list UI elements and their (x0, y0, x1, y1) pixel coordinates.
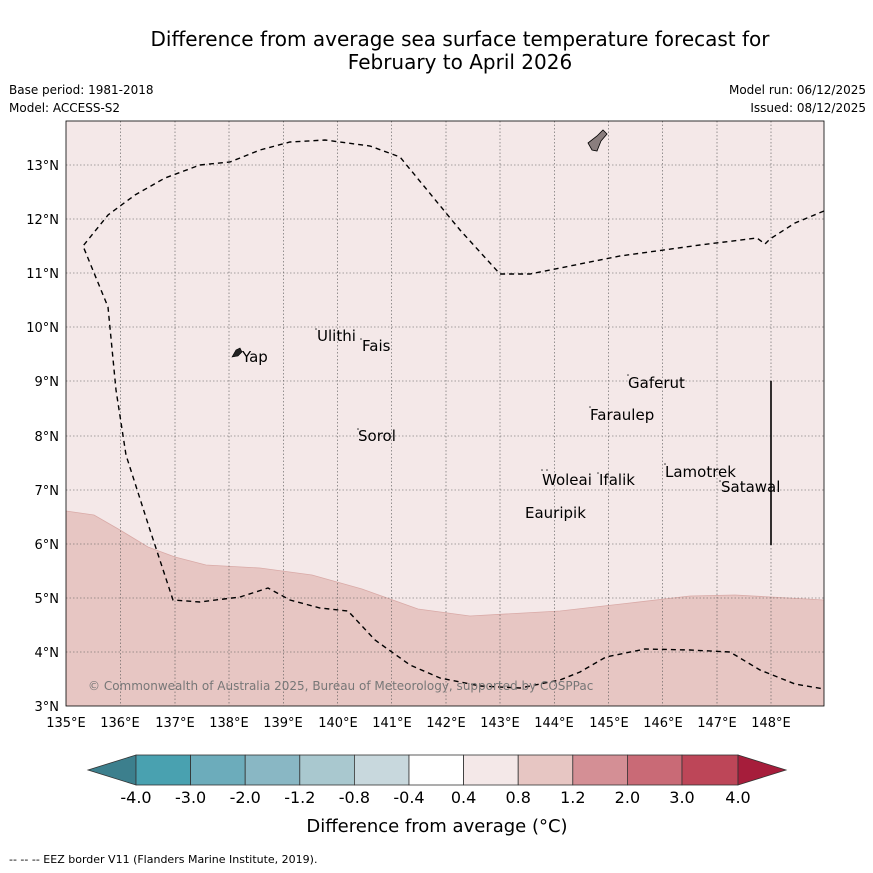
place-label-fais: Fais (362, 337, 391, 355)
lon-label: 146°E (643, 716, 683, 731)
place-label-ulithi: Ulithi (317, 327, 356, 345)
lon-label: 141°E (372, 716, 412, 731)
place-label-ifalik: Ifalik (599, 471, 635, 489)
colorbar-axis-label: Difference from average (°C) (306, 816, 567, 837)
colorbar-swatch (408, 754, 464, 786)
colorbar-tick-label: -0.4 (393, 788, 424, 807)
colorbar-tick-label: -2.0 (230, 788, 261, 807)
colorbar (86, 754, 788, 786)
colorbar-swatch (135, 754, 191, 786)
colorbar-tick-label: -4.0 (120, 788, 151, 807)
place-label-satawal: Satawal (721, 478, 780, 496)
place-label-woleai: Woleai (542, 471, 592, 489)
colorbar-swatch (517, 754, 574, 786)
colorbar-swatch (463, 754, 519, 786)
colorbar-tick-label: -1.2 (284, 788, 315, 807)
lon-label: 143°E (480, 716, 520, 731)
colorbar-labels: -4.0 -3.0 -2.0 -1.2 -0.8 -0.4 0.4 0.8 1.… (120, 788, 750, 807)
place-label-sorol: Sorol (358, 427, 396, 445)
place-label-lamotrek: Lamotrek (665, 463, 736, 481)
colorbar-swatch (353, 754, 410, 786)
colorbar-swatch (572, 754, 628, 786)
guam-island-shape (587, 129, 608, 152)
colorbar-tick-label: 0.4 (451, 788, 476, 807)
place-label-yap: Yap (241, 348, 268, 366)
colorbar-swatch (299, 754, 355, 786)
colorbar-swatch (627, 754, 683, 786)
lat-label: 13°N (26, 159, 59, 174)
eez-footnote: -- -- -- EEZ border V11 (Flanders Marine… (9, 853, 318, 866)
lat-label: 12°N (26, 213, 59, 228)
meta-right: Model run: 06/12/2025 Issued: 08/12/2025 (729, 81, 866, 117)
model-name: Model: ACCESS-S2 (9, 101, 121, 115)
colorbar-swatch (244, 754, 301, 786)
colorbar-tick-label: -0.8 (339, 788, 370, 807)
lat-label: 5°N (35, 592, 60, 607)
anomaly-contour (65, 510, 825, 617)
issued-date: Issued: 08/12/2025 (750, 101, 866, 115)
colorbar-extend-high (737, 754, 788, 786)
colorbar-tick-label: 4.0 (725, 788, 750, 807)
lon-label: 138°E (209, 716, 249, 731)
map-frame (65, 120, 825, 707)
base-period: Base period: 1981-2018 (9, 83, 154, 97)
lon-label: 142°E (426, 716, 466, 731)
lon-label: 147°E (697, 716, 737, 731)
colorbar-tick-label: 0.8 (505, 788, 530, 807)
yap-island-shape (231, 347, 243, 358)
place-label-eauripik: Eauripik (525, 504, 586, 522)
lat-label: 4°N (35, 646, 60, 661)
model-run: Model run: 06/12/2025 (728, 83, 866, 97)
copyright-notice: © Commonwealth of Australia 2025, Bureau… (88, 679, 593, 693)
lon-label: 148°E (751, 716, 791, 731)
chart-title: Difference from average sea surface temp… (80, 28, 840, 74)
place-label-gaferut: Gaferut (628, 374, 685, 392)
colorbar-tick-label: -3.0 (175, 788, 206, 807)
lon-label: 137°E (155, 716, 195, 731)
lat-label: 10°N (26, 321, 59, 336)
lat-label: 9°N (35, 375, 60, 390)
lat-label: 6°N (35, 538, 60, 553)
colorbar-tick-label: 3.0 (669, 788, 694, 807)
lon-label: 145°E (589, 716, 629, 731)
lat-label: 11°N (26, 267, 59, 282)
latitude-labels: 3°N 4°N 5°N 6°N 7°N 8°N 9°N 10°N 11°N 12… (26, 159, 59, 715)
colorbar-tick-label: 2.0 (615, 788, 640, 807)
title-line-1: Difference from average sea surface temp… (150, 27, 770, 51)
colorbar-extend-low (86, 754, 137, 786)
longitude-labels: 135°E 136°E 137°E 138°E 139°E 140°E 141°… (46, 716, 791, 731)
lon-label: 140°E (318, 716, 358, 731)
lon-label: 136°E (100, 716, 140, 731)
lon-label: 139°E (263, 716, 303, 731)
lon-label: 144°E (534, 716, 574, 731)
title-line-2: February to April 2026 (347, 50, 573, 74)
colorbar-swatch (190, 754, 246, 786)
eez-border (82, 139, 825, 690)
colorbar-swatch (681, 754, 739, 786)
anomaly-area-south (66, 511, 824, 706)
place-labels: Yap Ulithi Fais Gaferut Faraulep Sorol W… (241, 327, 780, 522)
meta-left: Base period: 1981-2018 Model: ACCESS-S2 (9, 81, 154, 117)
lat-label: 8°N (35, 430, 60, 445)
colorbar-tick-label: 1.2 (560, 788, 585, 807)
place-label-faraulep: Faraulep (590, 406, 654, 424)
lat-label: 7°N (35, 484, 60, 499)
lat-label: 3°N (35, 700, 60, 715)
atoll-markers (315, 328, 721, 482)
graticule (66, 121, 824, 706)
lon-label: 135°E (46, 716, 86, 731)
